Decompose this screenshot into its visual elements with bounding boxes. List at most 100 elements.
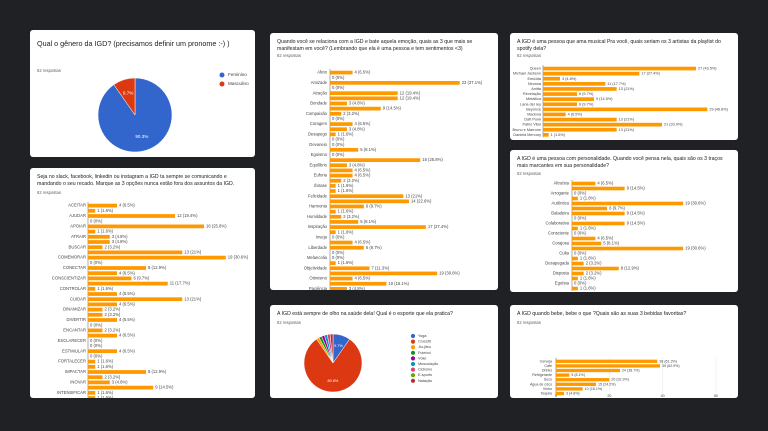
bar — [88, 312, 103, 317]
value-label: 4 (6.5%) — [355, 70, 371, 75]
question-title: Quando você se relaciona com a IGD e bat… — [277, 39, 473, 52]
bar — [88, 245, 103, 250]
response-count: 62 respostas — [517, 320, 541, 325]
value-label: 1 (1.6%) — [97, 286, 113, 291]
bar — [556, 368, 620, 373]
bar — [88, 250, 183, 255]
value-label: 3 (4.8%) — [349, 162, 365, 167]
value-label: 29 (46.8%) — [709, 107, 728, 111]
value-label: 8 (12.9%) — [148, 265, 167, 270]
value-label: 12 (19.4%) — [400, 90, 421, 95]
category-label: Água de côco — [530, 382, 552, 386]
value-label: 2 (3.2%) — [105, 312, 121, 317]
bar — [543, 102, 577, 107]
value-label: 4 (6.5%) — [355, 173, 371, 178]
value-label: 0 (0%) — [90, 338, 103, 343]
category-label: ESTIMULAR — [62, 348, 86, 353]
value-label: 0 (0%) — [574, 251, 587, 256]
value-label: 23 (37.1%) — [462, 80, 483, 85]
value-label: 2 (3.2%) — [105, 328, 121, 333]
bar — [330, 287, 347, 290]
question-title: Seja no slack, facebook, linkedin ou ins… — [37, 174, 235, 187]
value-label: 19 (30.6%) — [439, 271, 460, 276]
bar — [330, 281, 387, 286]
bar — [330, 204, 364, 209]
category-label: Euforia — [314, 173, 328, 178]
category-label: Café — [544, 364, 552, 368]
x-tick-label: 60 — [714, 394, 718, 398]
value-label: 9 (14.5%) — [383, 106, 402, 111]
value-label: 2 (3.2%) — [343, 178, 359, 183]
value-label: 4 (6.5%) — [119, 317, 135, 322]
category-label: AJUDAR — [69, 213, 86, 218]
value-label: 1 (1.6%) — [580, 276, 596, 281]
value-label: 6 (9.7%) — [579, 102, 594, 106]
category-label: Êxtase — [314, 183, 327, 188]
value-label: 10 (16.1%) — [388, 281, 409, 286]
bar — [88, 255, 226, 260]
bar — [88, 359, 96, 364]
category-label: Emicida — [527, 77, 541, 81]
category-label: ACEITAR — [68, 203, 86, 208]
response-count: 62 respostas — [277, 53, 301, 58]
value-label: 4 (6.5%) — [119, 333, 135, 338]
pie-slice — [303, 338, 363, 393]
question-title: A IGD é uma pessoa que ama musical Pra v… — [517, 39, 721, 52]
category-label: Refrigerante — [532, 373, 552, 377]
category-label: Harmonia — [309, 204, 328, 209]
bar — [88, 364, 96, 369]
value-label: 1 (1.6%) — [580, 286, 596, 291]
value-label: 0 (0%) — [332, 250, 345, 255]
category-label: APOIAR — [70, 224, 86, 229]
value-label: 1 (1.6%) — [338, 209, 354, 214]
bar — [572, 256, 578, 261]
value-label: 2 (3.2%) — [343, 111, 359, 116]
category-label: Suco — [544, 378, 552, 382]
bar — [572, 271, 584, 276]
bar — [330, 168, 353, 173]
bar — [556, 387, 583, 391]
category-label: Daft Punk — [524, 118, 541, 122]
value-label: 0 (0%) — [332, 85, 345, 90]
value-label: 13 (21%) — [619, 118, 635, 122]
bar — [330, 147, 359, 152]
category-label: Autêntica — [552, 201, 570, 206]
bar — [572, 246, 684, 251]
category-label: Egoísta — [555, 281, 570, 286]
category-label: Amizade — [311, 80, 328, 85]
slice-label: 9.7% — [123, 90, 133, 95]
value-label: 19 (30.6%) — [685, 201, 706, 206]
category-label: Nirvana — [528, 82, 542, 86]
legend-swatch — [410, 373, 416, 378]
value-label: 1 (1.6%) — [338, 229, 354, 234]
chart: 0 20 40 60 Cerveja 38 (61.3%) Café 39 (62.9%) Dr… — [530, 357, 718, 398]
bar — [572, 276, 578, 281]
legend-label: E-sports — [418, 373, 432, 377]
category-label: Altruísta — [554, 181, 570, 186]
bar — [572, 241, 602, 246]
bar — [330, 230, 336, 235]
bar — [330, 122, 353, 126]
bar — [330, 214, 342, 219]
category-label: FORTALECER — [58, 359, 86, 364]
bar — [330, 81, 460, 85]
legend-swatch — [410, 356, 416, 361]
category-label: Colaborativa — [545, 221, 569, 226]
category-label: IMPACTAR — [65, 369, 86, 374]
category-label: Revelação — [523, 92, 541, 96]
value-label: 8 (12.9%) — [148, 369, 167, 374]
legend-swatch — [410, 378, 416, 383]
category-label: ENCANTAR — [63, 328, 86, 333]
legend-swatch — [410, 361, 416, 367]
bar — [330, 266, 370, 271]
slice-label: 9.7% — [334, 344, 343, 348]
bar — [330, 245, 364, 250]
legend-label: Natação — [418, 379, 432, 383]
value-label: 1 (1.6%) — [338, 131, 354, 136]
value-label: 19 (30.6%) — [685, 246, 706, 251]
value-label: 4 (6.5%) — [597, 181, 613, 186]
bar — [572, 236, 596, 241]
category-label: CONSCIENTIZAR — [52, 276, 86, 281]
bar — [330, 96, 398, 101]
